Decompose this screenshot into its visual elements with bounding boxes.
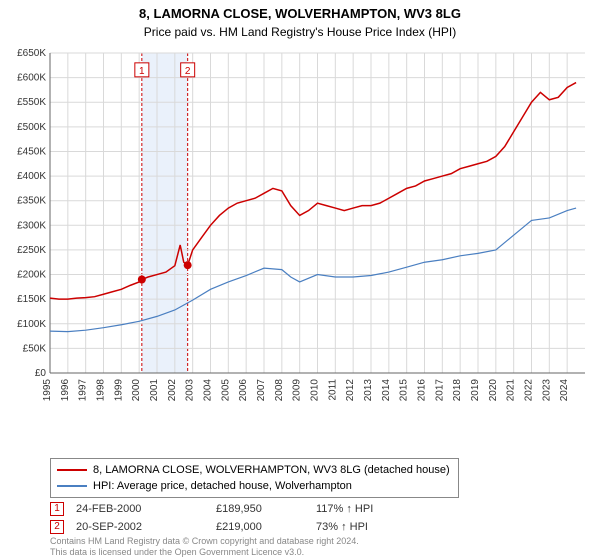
svg-text:2021: 2021: [506, 379, 517, 402]
legend-swatch-hpi: [57, 485, 87, 487]
svg-text:£550K: £550K: [17, 97, 46, 108]
chart-container: 8, LAMORNA CLOSE, WOLVERHAMPTON, WV3 8LG…: [0, 0, 600, 560]
legend: 8, LAMORNA CLOSE, WOLVERHAMPTON, WV3 8LG…: [50, 458, 459, 498]
sale-date-1: 24-FEB-2000: [76, 503, 216, 515]
plot-area: £0£50K£100K£150K£200K£250K£300K£350K£400…: [50, 48, 590, 418]
sale-row-1: 1 24-FEB-2000 £189,950 117% ↑ HPI: [50, 500, 416, 518]
svg-text:£600K: £600K: [17, 73, 46, 84]
footer: Contains HM Land Registry data © Crown c…: [50, 536, 359, 558]
svg-text:2009: 2009: [292, 379, 303, 402]
footer-line2: This data is licensed under the Open Gov…: [50, 547, 359, 558]
svg-text:2020: 2020: [488, 379, 499, 402]
sale-marker-1-icon: 1: [50, 502, 64, 516]
svg-text:2002: 2002: [167, 379, 178, 402]
svg-text:2024: 2024: [559, 379, 570, 402]
svg-text:£500K: £500K: [17, 122, 46, 133]
legend-label-hpi: HPI: Average price, detached house, Wolv…: [93, 478, 352, 494]
title-line1: 8, LAMORNA CLOSE, WOLVERHAMPTON, WV3 8LG: [0, 0, 600, 21]
sale-marker-2-icon: 2: [50, 520, 64, 534]
legend-row-hpi: HPI: Average price, detached house, Wolv…: [57, 478, 452, 494]
svg-text:2003: 2003: [185, 379, 196, 402]
svg-text:2015: 2015: [399, 379, 410, 402]
svg-text:2018: 2018: [452, 379, 463, 402]
svg-text:2004: 2004: [203, 379, 214, 402]
sales-table: 1 24-FEB-2000 £189,950 117% ↑ HPI 2 20-S…: [50, 500, 416, 536]
svg-text:1999: 1999: [113, 379, 124, 402]
svg-text:£400K: £400K: [17, 171, 46, 182]
svg-text:2014: 2014: [381, 379, 392, 402]
svg-text:1995: 1995: [42, 379, 53, 402]
title-line2: Price paid vs. HM Land Registry's House …: [0, 21, 600, 39]
svg-text:£200K: £200K: [17, 270, 46, 281]
svg-text:2016: 2016: [417, 379, 428, 402]
svg-text:£0: £0: [35, 368, 47, 379]
svg-text:£350K: £350K: [17, 196, 46, 207]
svg-text:2010: 2010: [310, 379, 321, 402]
svg-text:2006: 2006: [238, 379, 249, 402]
svg-text:£650K: £650K: [17, 48, 46, 59]
sale-pct-1: 117% ↑ HPI: [316, 503, 416, 515]
footer-line1: Contains HM Land Registry data © Crown c…: [50, 536, 359, 547]
svg-text:2005: 2005: [220, 379, 231, 402]
svg-text:1997: 1997: [78, 379, 89, 402]
svg-text:£150K: £150K: [17, 294, 46, 305]
svg-text:1996: 1996: [60, 379, 71, 402]
svg-text:2013: 2013: [363, 379, 374, 402]
svg-text:2011: 2011: [327, 379, 338, 401]
svg-text:£300K: £300K: [17, 220, 46, 231]
sale-pct-2: 73% ↑ HPI: [316, 521, 416, 533]
svg-text:£50K: £50K: [23, 343, 47, 354]
svg-text:2012: 2012: [345, 379, 356, 402]
svg-text:2023: 2023: [541, 379, 552, 402]
svg-text:2007: 2007: [256, 379, 267, 402]
sale-price-1: £189,950: [216, 503, 316, 515]
svg-text:£250K: £250K: [17, 245, 46, 256]
svg-text:2001: 2001: [149, 379, 160, 402]
svg-text:1998: 1998: [96, 379, 107, 402]
svg-text:£450K: £450K: [17, 146, 46, 157]
svg-text:£100K: £100K: [17, 319, 46, 330]
sale-price-2: £219,000: [216, 521, 316, 533]
svg-text:2008: 2008: [274, 379, 285, 402]
svg-text:2: 2: [185, 66, 191, 77]
chart-svg: £0£50K£100K£150K£200K£250K£300K£350K£400…: [50, 48, 590, 418]
svg-text:2017: 2017: [434, 379, 445, 402]
legend-label-price-paid: 8, LAMORNA CLOSE, WOLVERHAMPTON, WV3 8LG…: [93, 462, 450, 478]
svg-text:2022: 2022: [524, 379, 535, 402]
svg-text:2000: 2000: [131, 379, 142, 402]
legend-swatch-price-paid: [57, 469, 87, 471]
svg-text:1: 1: [139, 66, 145, 77]
svg-text:2019: 2019: [470, 379, 481, 402]
legend-row-price-paid: 8, LAMORNA CLOSE, WOLVERHAMPTON, WV3 8LG…: [57, 462, 452, 478]
sale-date-2: 20-SEP-2002: [76, 521, 216, 533]
sale-row-2: 2 20-SEP-2002 £219,000 73% ↑ HPI: [50, 518, 416, 536]
